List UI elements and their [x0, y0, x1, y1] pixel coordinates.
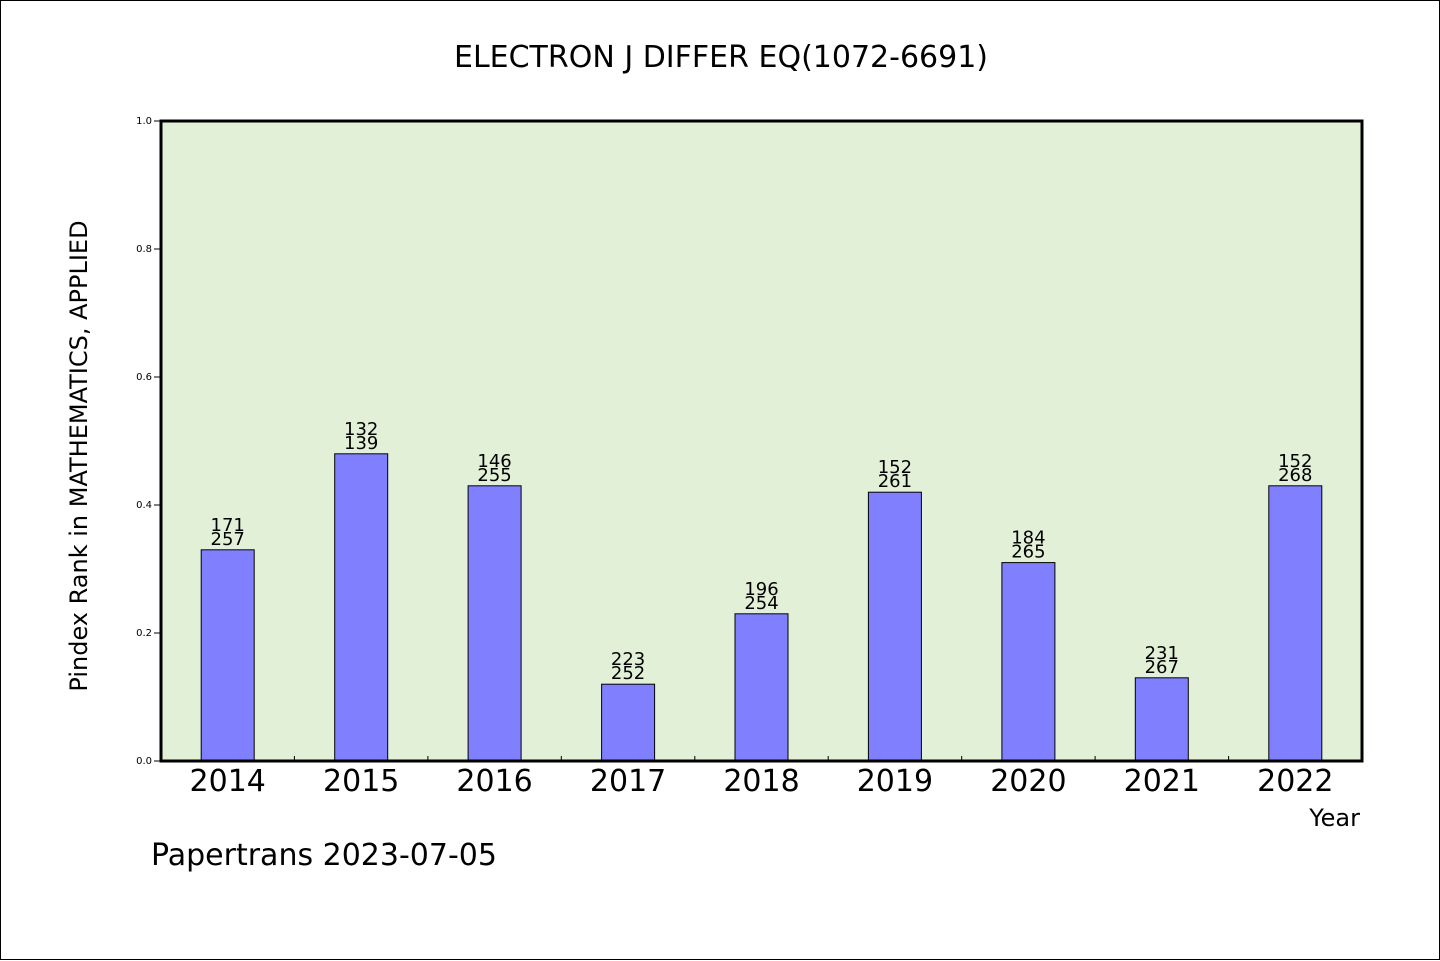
bar-2021	[1134, 677, 1189, 762]
y-tick-label-0.4: 0.4	[136, 500, 152, 511]
plot-border	[159, 119, 1364, 763]
y-tick-label-0.0: 0.0	[136, 756, 152, 767]
x-tick-label-2019: 2019	[857, 764, 933, 799]
rank-label-2021: 231	[1145, 643, 1179, 664]
rank-label-2017: 223	[611, 649, 645, 670]
y-axis: 0.0 0.2 0.4 0.6 0.8 1.0	[136, 116, 161, 767]
bar-2022	[1268, 485, 1323, 762]
total-label-2019: 261	[878, 471, 912, 492]
bar-2019	[867, 491, 922, 762]
data-labels-layer: 1712571321391462552232521962541522611842…	[211, 419, 1313, 684]
total-label-2016: 255	[477, 465, 511, 486]
bar-2014	[200, 549, 255, 762]
bar-2018	[734, 613, 789, 762]
y-tick-label-1.0: 1.0	[136, 116, 152, 127]
bars-layer	[200, 453, 1323, 762]
total-label-2015: 139	[344, 433, 378, 454]
bar-2017	[601, 683, 656, 762]
total-label-2021: 267	[1145, 657, 1179, 678]
x-axis-label: Year	[1308, 804, 1360, 832]
total-label-2017: 252	[611, 663, 645, 684]
total-label-2014: 257	[211, 529, 245, 550]
y-axis-label: Pindex Rank in MATHEMATICS, APPLIED	[65, 220, 93, 691]
footer-credit: Papertrans 2023-07-05	[151, 838, 497, 873]
total-label-2018: 254	[744, 593, 778, 614]
x-tick-label-2018: 2018	[723, 764, 799, 799]
x-tick-label-2022: 2022	[1257, 764, 1333, 799]
x-tick-label-2020: 2020	[990, 764, 1066, 799]
x-axis: 2014 2015 2016 2017 2018 2019 2020 2021 2022	[190, 756, 1333, 799]
rank-label-2018: 196	[744, 579, 778, 600]
rank-label-2019: 152	[878, 457, 912, 478]
rank-label-2015: 132	[344, 419, 378, 440]
x-tick-label-2014: 2014	[190, 764, 266, 799]
total-label-2022: 268	[1278, 465, 1312, 486]
bar-2020	[1001, 562, 1056, 762]
x-tick-label-2016: 2016	[456, 764, 532, 799]
y-tick-label-0.6: 0.6	[136, 372, 152, 383]
x-tick-label-2021: 2021	[1124, 764, 1200, 799]
bar-2015	[334, 453, 389, 762]
rank-label-2014: 171	[211, 515, 245, 536]
rank-label-2016: 146	[477, 451, 511, 472]
rank-label-2020: 184	[1011, 528, 1045, 549]
rank-label-2022: 152	[1278, 451, 1312, 472]
y-tick-label-0.2: 0.2	[136, 628, 152, 639]
y-tick-label-0.8: 0.8	[136, 244, 152, 255]
x-tick-label-2017: 2017	[590, 764, 666, 799]
total-label-2020: 265	[1011, 542, 1045, 563]
x-tick-label-2015: 2015	[323, 764, 399, 799]
chart-title: ELECTRON J DIFFER EQ(1072-6691)	[454, 40, 988, 75]
bar-2016	[467, 485, 522, 762]
